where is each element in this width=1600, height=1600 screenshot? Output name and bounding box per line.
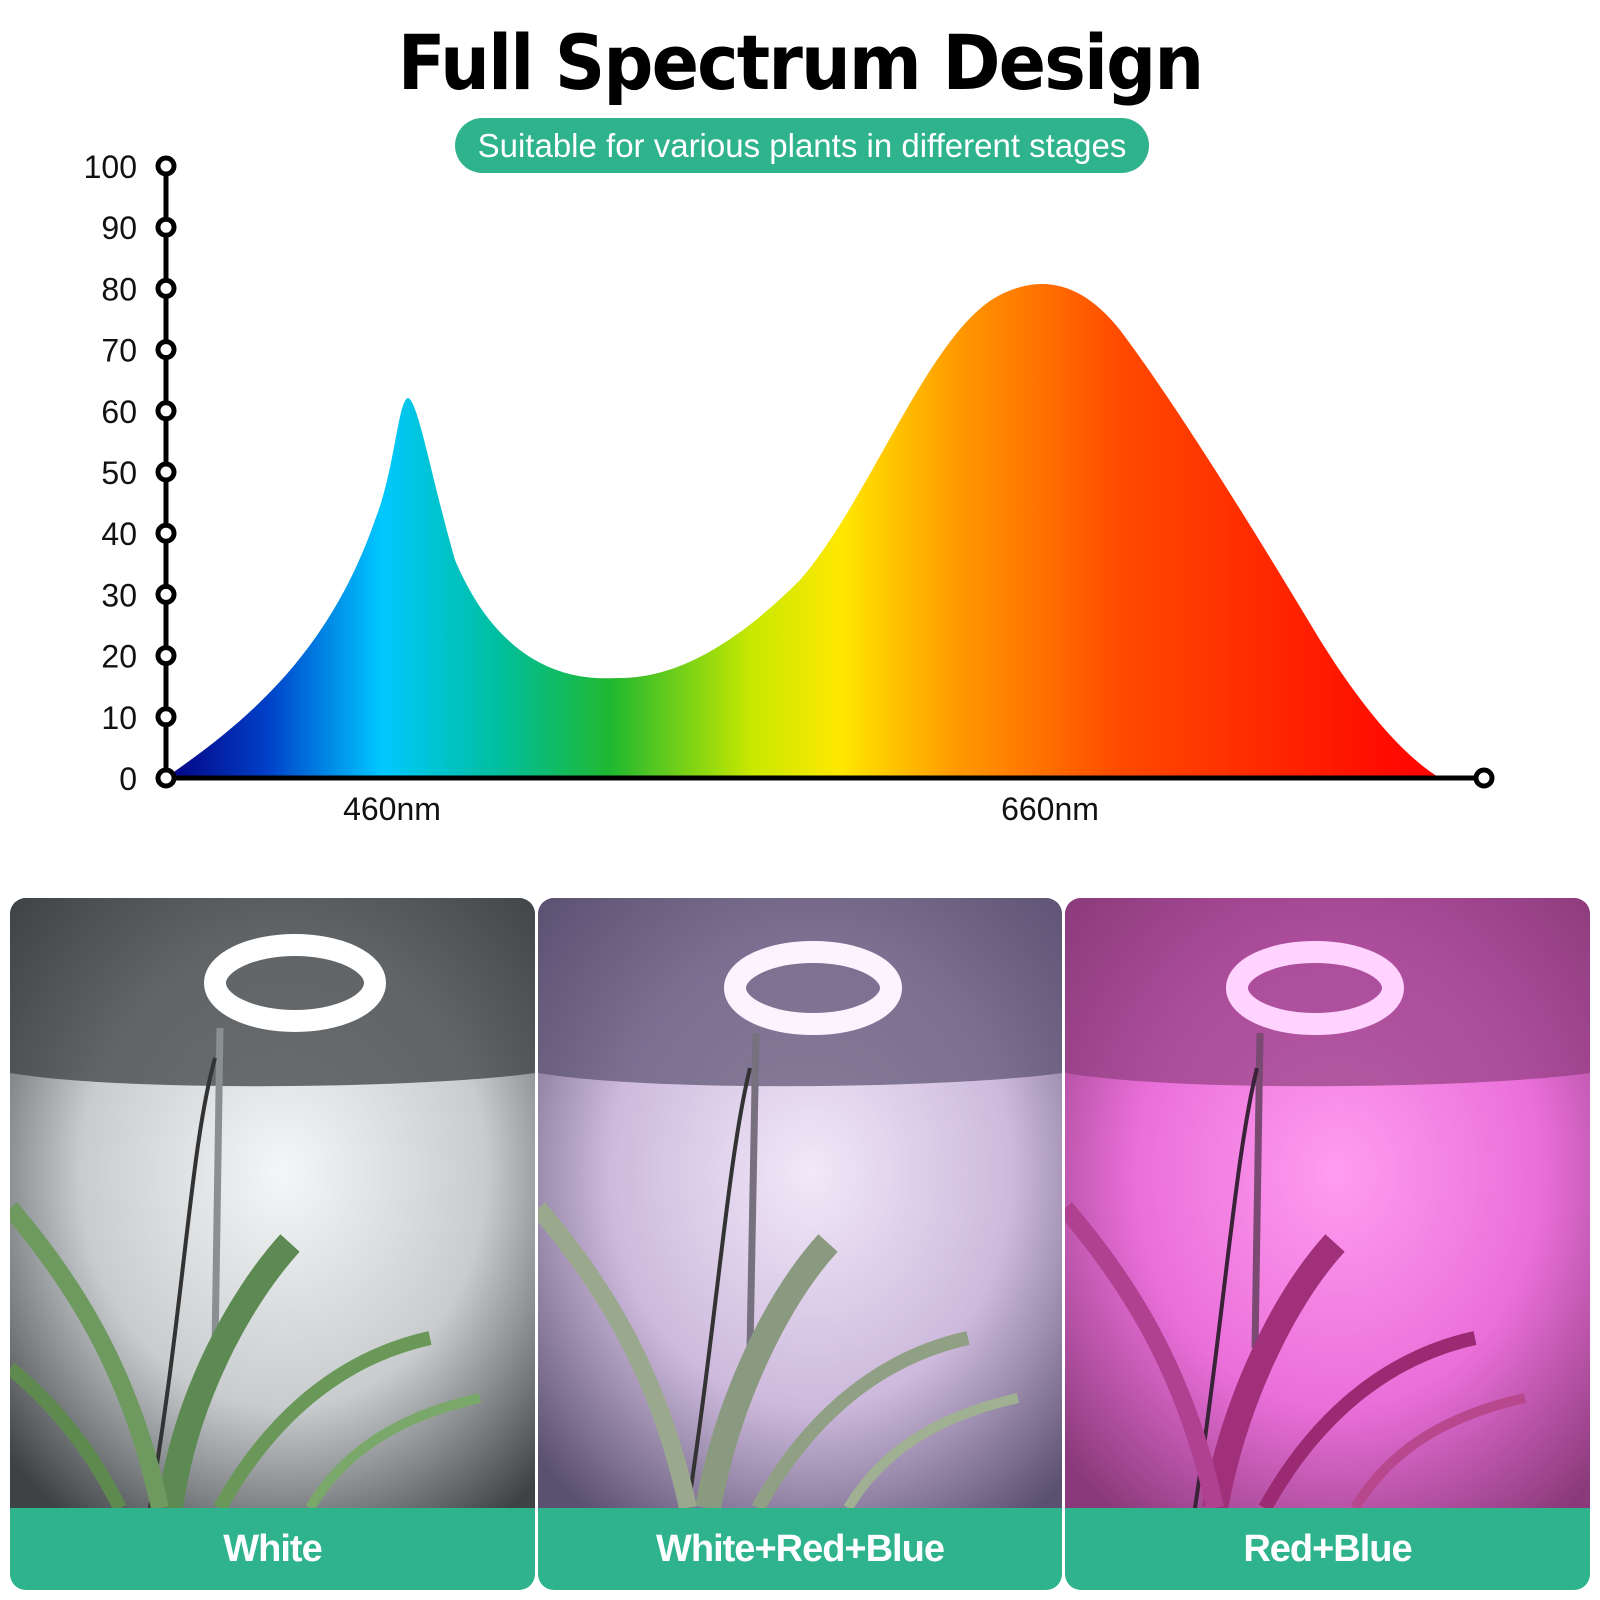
y-tick-marker bbox=[155, 767, 177, 789]
y-tick-marker bbox=[155, 461, 177, 483]
white-red-blue-light-photo bbox=[538, 898, 1062, 1508]
y-tick-marker bbox=[155, 339, 177, 361]
y-tick-marker bbox=[155, 522, 177, 544]
y-tick-label: 70 bbox=[101, 333, 137, 369]
y-tick-marker bbox=[155, 216, 177, 238]
ring-lamp bbox=[204, 934, 386, 1032]
red-blue-light-photo bbox=[1065, 898, 1590, 1508]
x-axis-end-marker bbox=[1473, 767, 1495, 789]
y-tick-label: 60 bbox=[101, 394, 137, 430]
ring-lamp bbox=[724, 941, 902, 1035]
page-title: Full Spectrum Design bbox=[397, 18, 1204, 107]
y-tick-label: 50 bbox=[101, 455, 137, 491]
y-tick-label: 0 bbox=[119, 761, 137, 797]
spectrum-area bbox=[165, 284, 1440, 778]
y-tick-label: 100 bbox=[84, 149, 137, 185]
panel-white: White bbox=[10, 898, 535, 1590]
panel-label: White bbox=[10, 1508, 535, 1590]
y-tick-marker bbox=[155, 277, 177, 299]
y-tick-label: 10 bbox=[101, 700, 137, 736]
panel-label: Red+Blue bbox=[1065, 1508, 1590, 1590]
y-tick-label: 20 bbox=[101, 639, 137, 675]
y-tick-marker bbox=[155, 706, 177, 728]
x-tick-label: 660nm bbox=[1001, 791, 1099, 827]
y-tick-marker bbox=[155, 645, 177, 667]
lamp-pole bbox=[211, 1027, 224, 1349]
x-tick-label: 460nm bbox=[343, 791, 441, 827]
y-tick-marker bbox=[155, 155, 177, 177]
panel-red-blue: Red+Blue bbox=[1065, 898, 1590, 1590]
y-tick-label: 30 bbox=[101, 577, 137, 613]
panel-white-red-blue: White+Red+Blue bbox=[538, 898, 1062, 1590]
y-tick-marker bbox=[155, 400, 177, 422]
y-tick-marker bbox=[155, 583, 177, 605]
subtitle-badge: Suitable for various plants in different… bbox=[455, 118, 1149, 173]
y-tick-label: 40 bbox=[101, 516, 137, 552]
lamp-pole bbox=[1251, 1032, 1264, 1349]
lamp-pole bbox=[746, 1032, 760, 1349]
y-tick-label: 90 bbox=[101, 210, 137, 246]
ring-lamp bbox=[1226, 941, 1404, 1035]
y-tick-label: 80 bbox=[101, 271, 137, 307]
white-light-photo bbox=[10, 898, 535, 1508]
panel-label: White+Red+Blue bbox=[538, 1508, 1062, 1590]
